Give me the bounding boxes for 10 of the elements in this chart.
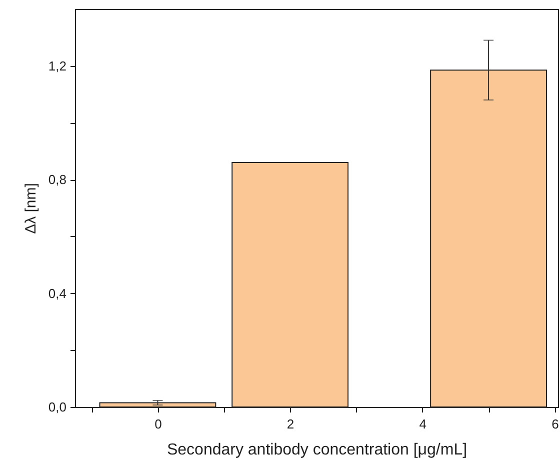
x-tick-label: 6	[552, 416, 559, 432]
y-tick-label: 1,2	[48, 58, 66, 74]
x-tick-label: 2	[286, 416, 294, 432]
x-tick-label: 4	[419, 416, 426, 432]
x-tick-label: 0	[154, 416, 162, 432]
y-axis-title: Δλ [nm]	[22, 183, 40, 234]
y-tick-label: 0,4	[48, 286, 66, 301]
y-tick-label: 0,8	[48, 172, 66, 188]
y-tick-label: 0,0	[48, 400, 66, 414]
x-axis-title: Secondary antibody concentration [μg/mL]	[166, 442, 468, 458]
